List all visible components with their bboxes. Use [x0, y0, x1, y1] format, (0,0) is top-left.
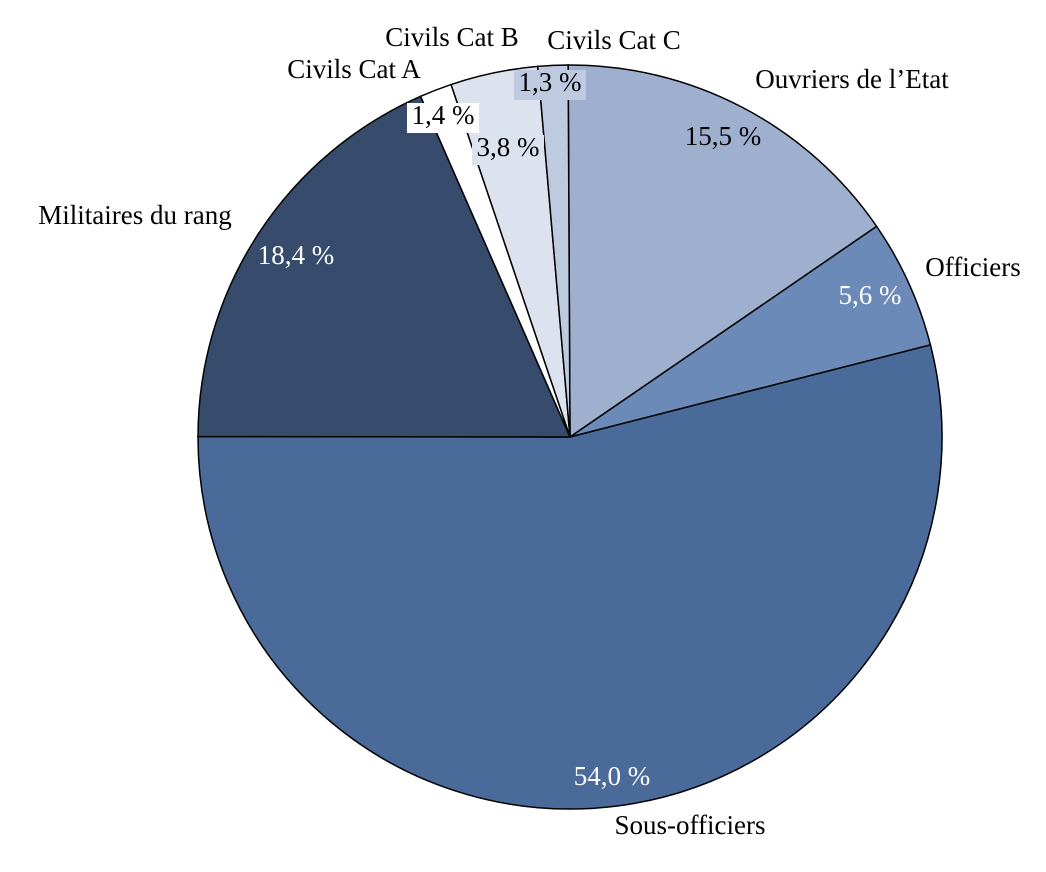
slice-name: Civils Cat C: [547, 25, 681, 55]
slice-name: Civils Cat A: [287, 54, 421, 84]
value-label-box: [514, 70, 586, 100]
value-label: 1,4 %: [412, 100, 475, 130]
pie-slice: [569, 225, 932, 438]
pie-slice: [536, 64, 571, 438]
slice-name: Sous-officiers: [615, 810, 766, 840]
value-label-box: [407, 103, 479, 133]
pie-slice: [567, 64, 878, 439]
pie-slice: [197, 344, 943, 810]
value-label-box: [472, 135, 544, 165]
slice-name: Civils Cat B: [385, 22, 519, 52]
value-label: 1,3 %: [519, 67, 582, 97]
value-label: 15,5 %: [685, 121, 762, 151]
value-label: 18,4 %: [258, 240, 335, 270]
value-label: 3,8 %: [477, 132, 540, 162]
slice-name: Militaires du rang: [38, 200, 231, 230]
value-label: 5,6 %: [839, 280, 902, 310]
slice-name: Ouvriers de l’Etat: [755, 64, 949, 94]
pie-slice: [197, 95, 572, 438]
value-label: 54,0 %: [574, 761, 651, 791]
slice-name: Officiers: [925, 252, 1020, 282]
